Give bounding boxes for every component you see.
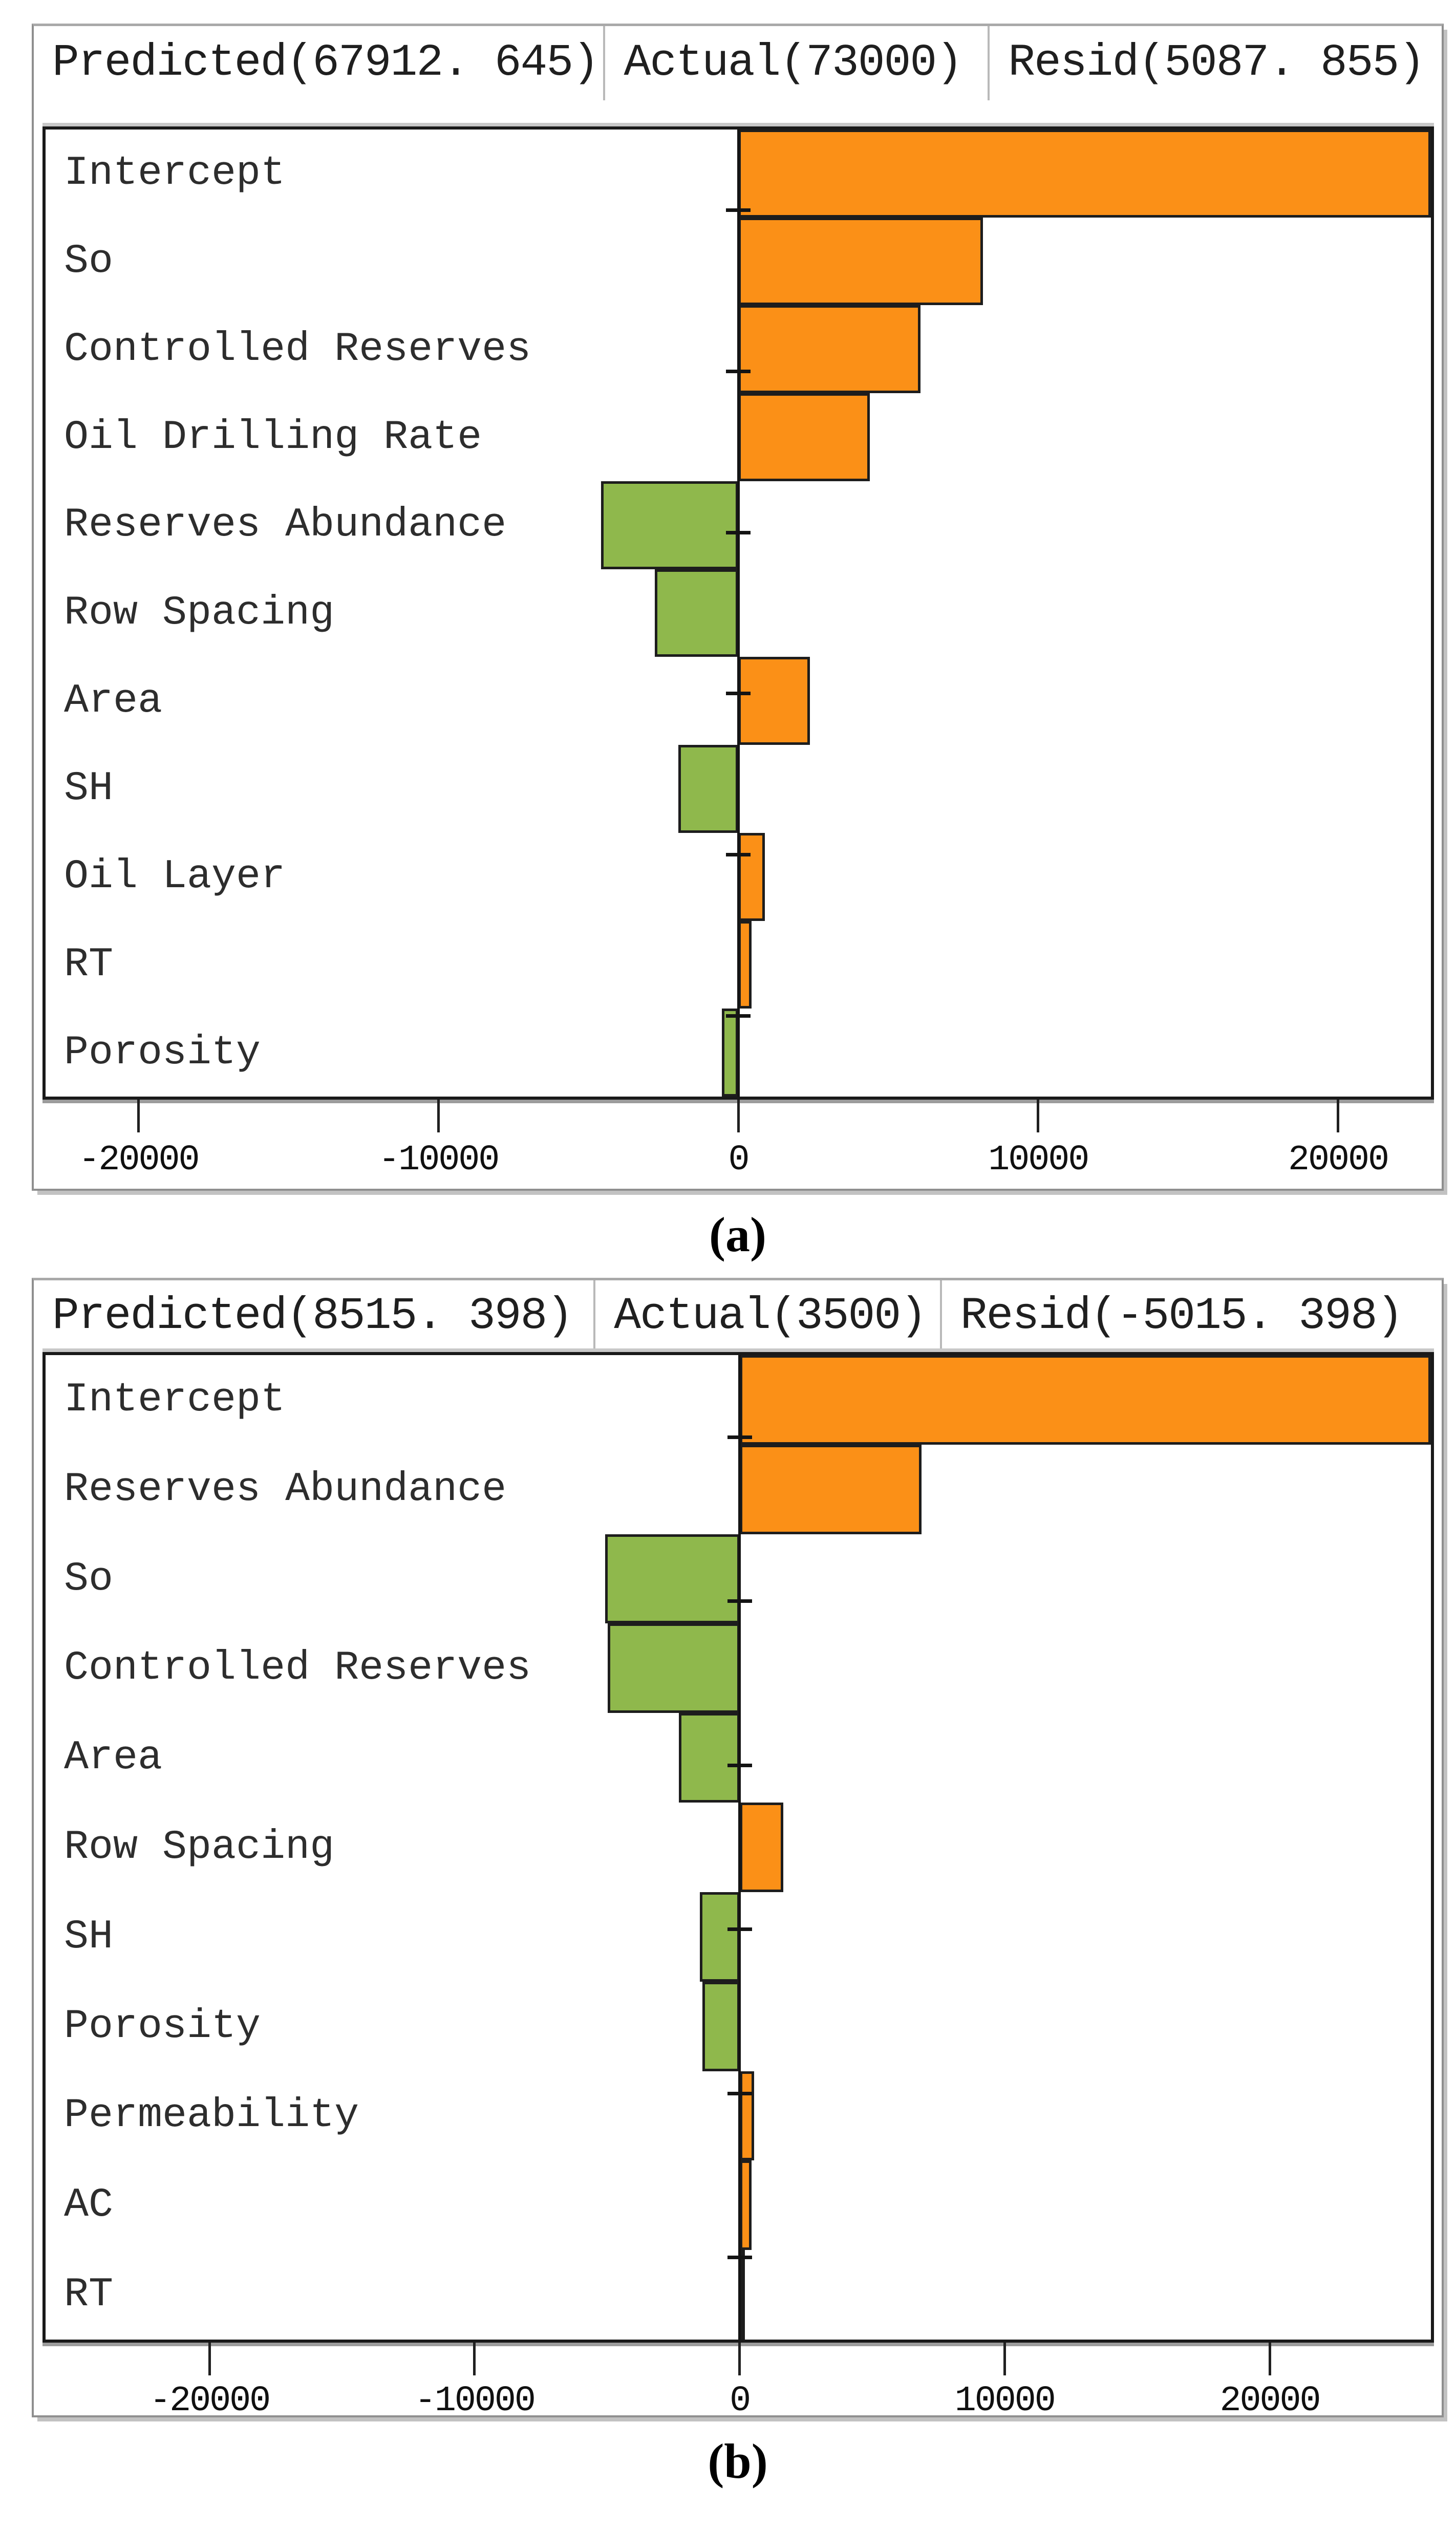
chart-b-x-axis-labels: -20000 -10000 0 10000 20000: [42, 2381, 1434, 2425]
bar-reserves-abundance: [739, 1444, 922, 1534]
y-axis-tick: [727, 1435, 752, 1439]
bar-ac: [739, 2160, 752, 2250]
chart-a-actual-label: Actual(73000): [605, 26, 990, 100]
x-axis-tick: [208, 2343, 211, 2375]
row-label: Porosity: [64, 1029, 261, 1076]
bar-rt: [739, 2250, 745, 2340]
y-axis-tick: [727, 1599, 752, 1603]
y-axis-tick: [727, 2256, 752, 2260]
chart-window-a: Predicted(67912. 645) Actual(73000) Resi…: [32, 24, 1444, 1191]
bar-controlled-reserves: [607, 1623, 740, 1713]
row-label: Area: [64, 1734, 163, 1782]
row-label: Oil Layer: [64, 853, 286, 900]
x-tick-label: -20000: [78, 1140, 200, 1181]
x-tick-label: 0: [730, 2381, 751, 2421]
row-label: Porosity: [64, 2003, 261, 2050]
x-axis-tick: [1337, 1100, 1340, 1132]
bar-so: [738, 217, 983, 306]
row-label: Reserves Abundance: [64, 1466, 507, 1513]
bar-porosity: [702, 1981, 740, 2071]
y-axis-tick: [727, 1927, 752, 1932]
y-axis-tick: [726, 530, 751, 534]
y-axis-tick: [726, 208, 751, 212]
x-axis-tick: [1003, 2343, 1006, 2375]
figure-caption-a: (a): [709, 1207, 766, 1262]
row-label: AC: [64, 2182, 114, 2229]
chart-a-x-axis-labels: -20000 -10000 0 10000 20000: [42, 1140, 1434, 1184]
y-axis-tick: [726, 692, 751, 696]
x-tick-label: 0: [728, 1140, 750, 1181]
row-label: Reserves Abundance: [64, 502, 507, 549]
x-axis-tick: [473, 2343, 476, 2375]
bar-oil-layer: [738, 832, 765, 921]
y-axis-tick: [727, 1763, 752, 1767]
y-axis-tick: [727, 2091, 752, 2095]
bar-row-spacing: [739, 1803, 783, 1892]
y-axis-tick: [726, 853, 751, 857]
chart-b-actual-label: Actual(3500): [595, 1280, 942, 1352]
row-label: Row Spacing: [64, 1824, 335, 1871]
chart-b-x-axis-ticks: [42, 2343, 1434, 2375]
row-label: Controlled Reserves: [64, 1645, 531, 1692]
bar-permeability: [739, 2071, 754, 2161]
x-axis-tick: [737, 1100, 740, 1132]
row-label: SH: [64, 1913, 114, 1960]
row-label: So: [64, 1555, 114, 1602]
x-tick-label: 10000: [954, 2381, 1056, 2421]
figure-caption-b: (b): [708, 2433, 768, 2489]
x-tick-label: 20000: [1288, 1140, 1389, 1181]
x-axis-tick: [1268, 2343, 1271, 2375]
row-label: RT: [64, 941, 114, 988]
row-label: RT: [64, 2271, 114, 2319]
bar-row-spacing: [654, 569, 738, 657]
row-label: Permeability: [64, 2092, 359, 2139]
bar-oil-drilling-rate: [738, 393, 870, 481]
row-label: Intercept: [64, 150, 286, 197]
bar-porosity: [721, 1009, 738, 1097]
zero-axis-line: [737, 130, 740, 1097]
chart-a-resid-label: Resid(5087. 855): [1008, 38, 1425, 89]
x-tick-label: 20000: [1219, 2381, 1321, 2421]
x-tick-label: -10000: [378, 1140, 500, 1181]
bar-area: [738, 657, 810, 745]
row-label: Row Spacing: [64, 589, 335, 636]
x-tick-label: -10000: [414, 2381, 536, 2421]
bar-sh: [700, 1892, 740, 1982]
zero-axis-line: [738, 1355, 741, 2340]
chart-a-titlebar: Predicted(67912. 645) Actual(73000) Resi…: [34, 26, 1442, 100]
row-label: Area: [64, 677, 163, 724]
x-axis-tick: [137, 1100, 140, 1132]
chart-a-predicted-label: Predicted(67912. 645): [34, 26, 606, 100]
chart-a-plot-area: Intercept So Controlled Reserves Oil Drilli…: [42, 126, 1434, 1100]
y-axis-tick: [726, 369, 751, 373]
chart-b-plot-area: Intercept Reserves Abundance So Controlled …: [42, 1352, 1434, 2343]
bar-sh: [678, 745, 738, 833]
row-label: Oil Drilling Rate: [64, 414, 482, 461]
chart-b-predicted-label: Predicted(8515. 398): [34, 1280, 596, 1352]
bar-area: [679, 1713, 740, 1803]
row-label: Intercept: [64, 1376, 286, 1423]
chart-window-b: Predicted(8515. 398) Actual(3500) Resid(…: [32, 1278, 1444, 2421]
bar-reserves-abundance: [601, 481, 738, 569]
x-axis-tick: [437, 1100, 440, 1132]
row-label: Controlled Reserves: [64, 326, 531, 373]
chart-b-resid-label: Resid(-5015. 398): [960, 1291, 1404, 1342]
row-label: So: [64, 238, 114, 285]
x-tick-label: 10000: [988, 1140, 1089, 1181]
x-axis-tick: [738, 2343, 741, 2375]
row-label: SH: [64, 765, 114, 812]
chart-a-x-axis-ticks: [42, 1100, 1434, 1132]
x-axis-tick: [1037, 1100, 1040, 1132]
chart-b-titlebar: Predicted(8515. 398) Actual(3500) Resid(…: [34, 1280, 1442, 1352]
bar-controlled-reserves: [738, 305, 920, 394]
bar-intercept: [738, 130, 1431, 218]
x-tick-label: -20000: [149, 2381, 271, 2421]
bar-so: [605, 1534, 740, 1624]
bar-rt: [738, 920, 752, 1009]
y-axis-tick: [726, 1014, 751, 1018]
bar-intercept: [739, 1355, 1431, 1445]
